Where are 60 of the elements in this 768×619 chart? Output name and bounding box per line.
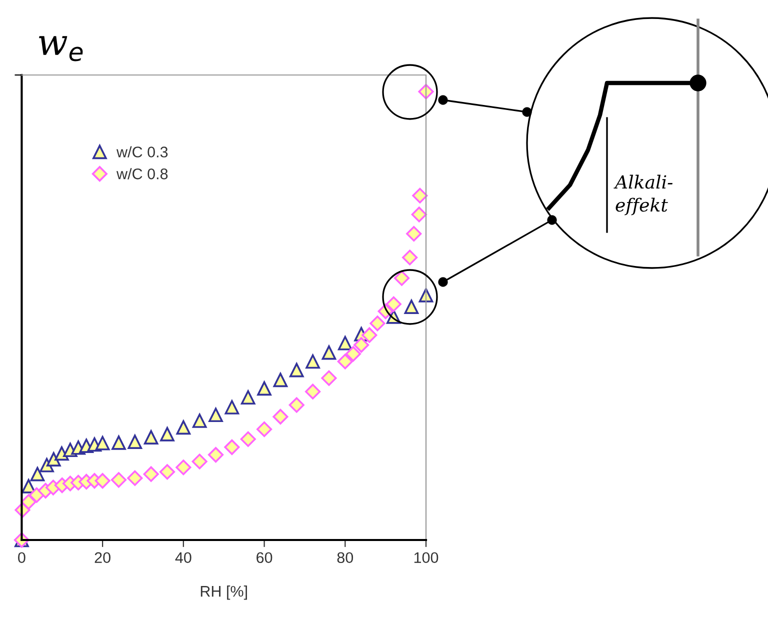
x-tick-label: 40 <box>175 552 192 564</box>
point <box>412 188 428 204</box>
point <box>306 354 320 369</box>
point <box>143 466 159 482</box>
x-tick-label: 60 <box>256 552 272 564</box>
point <box>240 390 256 405</box>
point <box>224 400 240 414</box>
point <box>337 354 353 370</box>
y-axis-title: w$_{e}$ <box>39 36 83 62</box>
point <box>362 327 378 343</box>
point <box>273 372 288 388</box>
point <box>21 479 36 494</box>
point <box>402 250 418 266</box>
point <box>20 494 36 510</box>
point <box>110 472 127 488</box>
point <box>386 296 402 312</box>
point <box>411 206 427 222</box>
point <box>240 431 256 447</box>
point <box>208 408 223 422</box>
point <box>128 434 142 449</box>
point <box>289 362 304 378</box>
point <box>394 270 410 286</box>
point <box>288 397 304 413</box>
point <box>94 473 110 489</box>
point <box>256 421 272 438</box>
point <box>370 316 386 332</box>
point <box>345 346 362 362</box>
point <box>127 470 143 486</box>
point <box>95 436 110 450</box>
point <box>224 439 240 455</box>
legend-label: w/C 0.8 <box>116 168 168 180</box>
x-tick-label: 20 <box>94 552 110 564</box>
point <box>192 414 207 428</box>
point <box>112 436 126 450</box>
point <box>418 84 434 100</box>
point <box>418 288 434 302</box>
point <box>208 447 224 463</box>
x-axis-title: RH [%] <box>200 585 247 600</box>
point <box>404 300 419 314</box>
point <box>30 466 45 482</box>
point <box>272 408 288 424</box>
text: Alkali- effekt <box>614 174 673 216</box>
point <box>160 427 174 442</box>
point <box>176 420 191 435</box>
legend-label: w/C 0.3 <box>116 146 168 158</box>
x-tick-label: 0 <box>18 552 26 564</box>
point <box>159 464 176 480</box>
point <box>257 381 272 396</box>
point <box>322 345 336 360</box>
point <box>305 384 321 400</box>
point <box>176 460 192 476</box>
point <box>46 452 61 466</box>
point <box>144 430 158 444</box>
point <box>321 370 337 386</box>
x-tick-label: 80 <box>337 552 354 564</box>
point <box>192 454 208 470</box>
point <box>338 336 352 350</box>
x-tick-label: 100 <box>414 552 438 564</box>
point <box>354 337 370 353</box>
point <box>406 226 422 242</box>
